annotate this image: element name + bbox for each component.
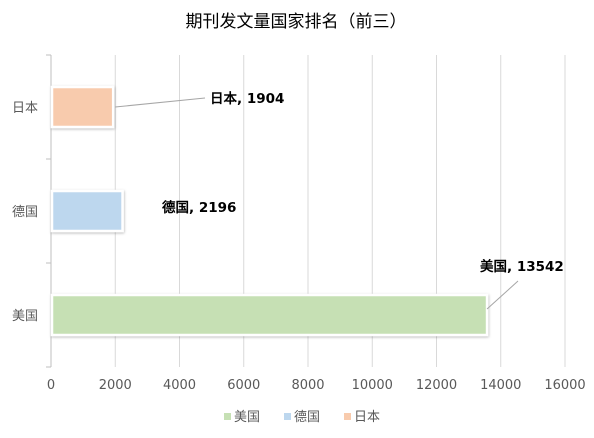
legend-label[interactable]: 日本	[354, 410, 380, 425]
data-label-leader	[486, 280, 519, 310]
x-tick-label: 16000	[544, 378, 585, 393]
x-tick-label: 10000	[352, 378, 393, 393]
x-tick-label: 14000	[480, 378, 521, 393]
legend-swatch	[344, 413, 351, 420]
x-tick-label: 12000	[416, 378, 457, 393]
y-tick-label: 日本	[12, 101, 38, 116]
chart-title: 期刊发文量国家排名（前三）	[186, 12, 407, 32]
legend-swatch	[224, 413, 231, 420]
bar-2[interactable]	[50, 85, 115, 129]
legend-swatch	[284, 413, 291, 420]
x-tick-label: 8000	[291, 378, 324, 393]
y-tick-label: 美国	[12, 309, 38, 324]
y-tick-label: 德国	[12, 205, 38, 220]
x-tick-label: 2000	[99, 378, 132, 393]
gridlines	[114, 55, 566, 367]
data-label: 美国, 13542	[480, 258, 564, 275]
data-label: 日本, 1904	[210, 90, 284, 107]
data-labels: 美国, 13542 德国, 2196 日本, 1904	[115, 90, 564, 310]
legend[interactable]: 美国 德国 日本	[224, 410, 380, 425]
x-tick-label: 0	[47, 378, 55, 393]
data-label-leader	[115, 97, 206, 108]
bars	[50, 85, 489, 337]
x-tick-label: 6000	[227, 378, 260, 393]
x-tick-label: 4000	[163, 378, 196, 393]
legend-label[interactable]: 德国	[294, 410, 320, 425]
bar-1[interactable]	[50, 189, 124, 233]
data-label: 德国, 2196	[162, 199, 236, 216]
legend-label[interactable]: 美国	[234, 410, 260, 425]
bar-0[interactable]	[50, 293, 489, 337]
